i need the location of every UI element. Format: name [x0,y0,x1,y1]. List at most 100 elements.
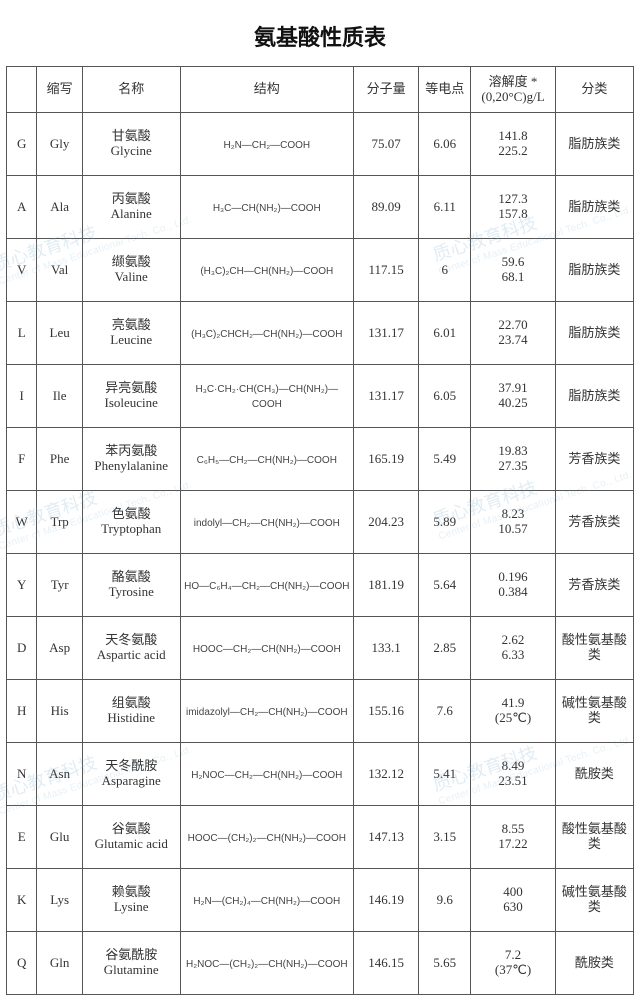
cell-mw: 165.19 [354,428,419,491]
name-en: Isoleucine [85,396,178,411]
structure-formula: H₂NOC—CH₂—CH(NH₂)—COOH [191,770,342,781]
cell-mw: 132.12 [354,743,419,806]
cell-letter: V [7,239,37,302]
cell-cat: 芳香族类 [555,428,633,491]
cell-sol: 59.668.1 [471,239,556,302]
table-row: YTyr酪氨酸TyrosineHO—C₆H₄—CH₂—CH(NH₂)—COOH1… [7,554,634,617]
sol-20c: 68.1 [473,270,553,285]
cell-sol: 37.9140.25 [471,365,556,428]
sol-0c: 19.83 [473,444,553,459]
table-row: LLeu亮氨酸Leucine(H₃C)₂CHCH₂—CH(NH₂)—COOH13… [7,302,634,365]
cell-abbr: Tyr [37,554,83,617]
th-letter [7,67,37,113]
cell-letter: I [7,365,37,428]
cell-abbr: Ala [37,176,83,239]
sol-20c: 225.2 [473,144,553,159]
name-en: Aspartic acid [85,648,178,663]
cell-abbr: Glu [37,806,83,869]
cell-mw: 204.23 [354,491,419,554]
sol-0c: 8.55 [473,822,553,837]
cell-struct: (H₃C)₂CH—CH(NH₂)—COOH [180,239,354,302]
sol-0c: 127.3 [473,192,553,207]
cell-cat: 脂肪族类 [555,365,633,428]
cell-sol: 2.626.33 [471,617,556,680]
structure-formula: H₃C·CH₂·CH(CH₃)—CH(NH₂)—COOH [196,384,339,410]
name-cn: 丙氨酸 [85,192,178,207]
cell-letter: D [7,617,37,680]
sol-0c: 141.8 [473,129,553,144]
structure-formula: HOOC—(CH₂)₂—CH(NH₂)—COOH [188,833,346,844]
sol-0c: 22.70 [473,318,553,333]
cell-name: 谷氨酰胺Glutamine [82,932,180,995]
cell-mw: 131.17 [354,365,419,428]
cell-struct: H₃C·CH₂·CH(CH₃)—CH(NH₂)—COOH [180,365,354,428]
structure-formula: indolyl—CH₂—CH(NH₂)—COOH [194,518,340,529]
table-row: HHis组氨酸Histidineimidazolyl—CH₂—CH(NH₂)—C… [7,680,634,743]
cell-name: 赖氨酸Lysine [82,869,180,932]
sol-0c: 59.6 [473,255,553,270]
table-row: QGln谷氨酰胺GlutamineH₂NOC—(CH₂)₂—CH(NH₂)—CO… [7,932,634,995]
cell-pi: 9.6 [419,869,471,932]
sol-0c: 400 [473,885,553,900]
th-struct: 结构 [180,67,354,113]
sol-20c: 27.35 [473,459,553,474]
cell-name: 天冬氨酸Aspartic acid [82,617,180,680]
cell-letter: Q [7,932,37,995]
th-abbr: 缩写 [37,67,83,113]
structure-formula: H₂N—(CH₂)₄—CH(NH₂)—COOH [193,896,340,907]
cell-name: 甘氨酸Glycine [82,113,180,176]
cell-pi: 2.85 [419,617,471,680]
cell-name: 缬氨酸Valine [82,239,180,302]
cell-struct: (H₃C)₂CHCH₂—CH(NH₂)—COOH [180,302,354,365]
th-mw: 分子量 [354,67,419,113]
cell-sol: 22.7023.74 [471,302,556,365]
name-en: Tyrosine [85,585,178,600]
structure-formula: imidazolyl—CH₂—CH(NH₂)—COOH [186,707,348,718]
cell-letter: W [7,491,37,554]
cell-letter: K [7,869,37,932]
cell-cat: 脂肪族类 [555,302,633,365]
structure-formula: HO—C₆H₄—CH₂—CH(NH₂)—COOH [184,581,349,592]
cell-abbr: Phe [37,428,83,491]
cell-sol: 400630 [471,869,556,932]
name-cn: 缬氨酸 [85,255,178,270]
th-sol: 溶解度 * (0,20°C)g/L [471,67,556,113]
cell-sol: 127.3157.8 [471,176,556,239]
cell-sol: 41.9(25℃) [471,680,556,743]
name-cn: 组氨酸 [85,696,178,711]
table-row: IIle异亮氨酸IsoleucineH₃C·CH₂·CH(CH₃)—CH(NH₂… [7,365,634,428]
cell-struct: imidazolyl—CH₂—CH(NH₂)—COOH [180,680,354,743]
cell-pi: 6.01 [419,302,471,365]
th-name: 名称 [82,67,180,113]
cell-abbr: Gln [37,932,83,995]
structure-formula: C₆H₅—CH₂—CH(NH₂)—COOH [197,455,337,466]
cell-pi: 5.89 [419,491,471,554]
table-row: WTrp色氨酸Tryptophanindolyl—CH₂—CH(NH₂)—COO… [7,491,634,554]
cell-struct: H₃C—CH(NH₂)—COOH [180,176,354,239]
table-row: NAsn天冬酰胺AsparagineH₂NOC—CH₂—CH(NH₂)—COOH… [7,743,634,806]
cell-pi: 3.15 [419,806,471,869]
cell-mw: 75.07 [354,113,419,176]
table-row: KLys赖氨酸LysineH₂N—(CH₂)₄—CH(NH₂)—COOH146.… [7,869,634,932]
cell-abbr: Ile [37,365,83,428]
cell-cat: 芳香族类 [555,491,633,554]
sol-20c: 17.22 [473,837,553,852]
cell-struct: H₂NOC—(CH₂)₂—CH(NH₂)—COOH [180,932,354,995]
name-en: Valine [85,270,178,285]
sol-20c: 0.384 [473,585,553,600]
cell-sol: 19.8327.35 [471,428,556,491]
cell-abbr: Val [37,239,83,302]
cell-name: 色氨酸Tryptophan [82,491,180,554]
structure-formula: H₂N—CH₂—COOH [223,140,310,151]
name-en: Phenylalanine [85,459,178,474]
sol-20c: (25℃) [473,711,553,726]
cell-name: 苯丙氨酸Phenylalanine [82,428,180,491]
cell-abbr: Lys [37,869,83,932]
cell-letter: E [7,806,37,869]
cell-abbr: Leu [37,302,83,365]
sol-20c: 40.25 [473,396,553,411]
cell-mw: 133.1 [354,617,419,680]
name-cn: 苯丙氨酸 [85,444,178,459]
cell-cat: 酸性氨基酸类 [555,806,633,869]
th-cat: 分类 [555,67,633,113]
